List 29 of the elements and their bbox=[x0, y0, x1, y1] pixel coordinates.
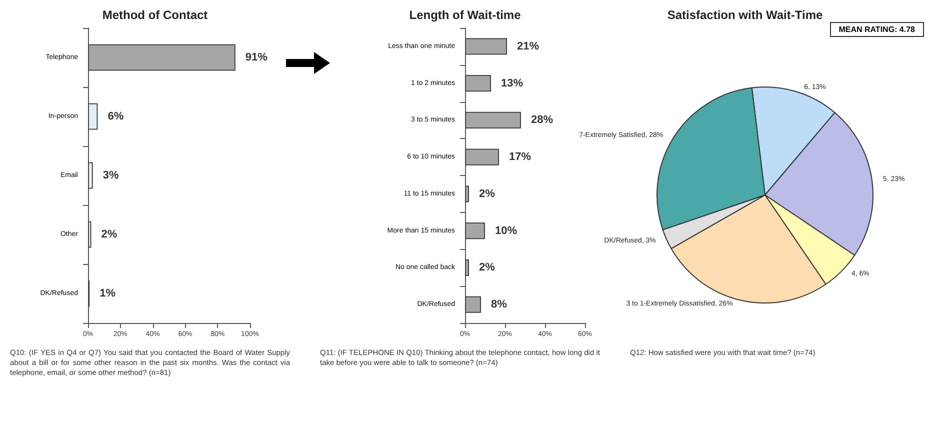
data-label: 21% bbox=[517, 40, 540, 52]
chart-title: Satisfaction with Wait-Time bbox=[667, 8, 823, 22]
bar bbox=[465, 148, 499, 166]
text: MEAN RATING: 4.78 bbox=[830, 22, 924, 37]
bar bbox=[88, 162, 93, 189]
bar bbox=[465, 296, 481, 313]
data-label: 2% bbox=[479, 262, 496, 274]
bar bbox=[465, 186, 469, 202]
data-label: 8% bbox=[491, 298, 508, 311]
bar bbox=[465, 222, 485, 240]
bar bbox=[465, 259, 469, 276]
data-label: 13% bbox=[501, 77, 524, 90]
bar bbox=[465, 75, 491, 92]
bar bbox=[465, 112, 521, 128]
data-label: 28% bbox=[531, 114, 554, 126]
bar bbox=[88, 103, 98, 130]
chart-title: Length of Wait-time bbox=[409, 8, 522, 22]
data-label: 3% bbox=[102, 170, 119, 182]
data-label: 91% bbox=[245, 52, 268, 64]
bar bbox=[465, 38, 507, 55]
data-label: 2% bbox=[479, 188, 496, 200]
data-label: 2% bbox=[101, 228, 118, 240]
data-label: 17% bbox=[509, 151, 532, 164]
chart-title: Method of Contact bbox=[102, 8, 208, 22]
data-label: 1% bbox=[100, 288, 116, 300]
data-label: 6% bbox=[108, 110, 124, 122]
bar bbox=[88, 44, 236, 71]
bar bbox=[88, 221, 92, 248]
data-label: 10% bbox=[495, 224, 518, 237]
